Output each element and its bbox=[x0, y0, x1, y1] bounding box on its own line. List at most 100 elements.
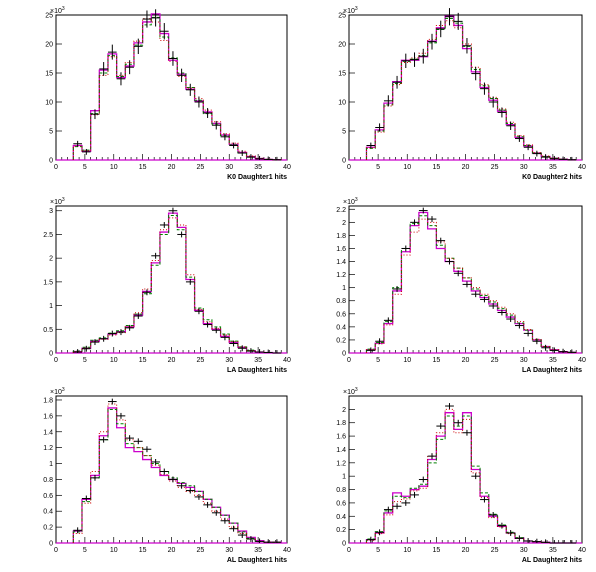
y-exponent-power: 3 bbox=[355, 197, 358, 203]
x-tick-label: 30 bbox=[225, 164, 233, 171]
y-tick-label: 2 bbox=[342, 220, 346, 227]
y-tick-label: 0.4 bbox=[336, 324, 346, 331]
y-tick-label: 10 bbox=[45, 100, 53, 107]
y-tick-label: 0.5 bbox=[43, 327, 53, 334]
histogram-series-line bbox=[72, 13, 282, 161]
y-exponent-label: ×103 bbox=[343, 6, 358, 15]
x-tick-label: 5 bbox=[376, 164, 380, 171]
histogram-panel: 0 5 10 15 20 25 30 35 40 0 0.2 0.4 0.6 0.8 1 1.2 1.4 1.6 1… bbox=[336, 387, 586, 564]
x-axis-label: K0 Daughter2 hits bbox=[522, 174, 582, 181]
y-tick-label: 0.6 bbox=[336, 500, 346, 507]
histogram-panel: 0 5 10 15 20 25 30 35 40 0 0.2 0.4 0.6 0.8 1 1.2 1.4 1.6 1… bbox=[336, 197, 586, 374]
x-tick-label: 5 bbox=[83, 357, 87, 364]
x-tick-label: 20 bbox=[168, 357, 176, 364]
histogram-series-line bbox=[365, 211, 577, 353]
x-tick-label: 30 bbox=[520, 357, 528, 364]
y-exponent-power: 3 bbox=[355, 6, 358, 12]
histogram-series-line bbox=[72, 217, 282, 354]
y-tick-label: 20 bbox=[338, 42, 346, 49]
y-tick-label: 5 bbox=[342, 129, 346, 136]
x-tick-label: 10 bbox=[110, 357, 118, 364]
y-exponent-base: ×10 bbox=[50, 8, 62, 15]
x-tick-label: 35 bbox=[549, 547, 557, 554]
y-tick-label: 10 bbox=[338, 100, 346, 107]
x-tick-label: 30 bbox=[520, 547, 528, 554]
y-tick-label: 1.6 bbox=[43, 413, 53, 420]
x-tick-label: 35 bbox=[254, 164, 262, 171]
y-tick-label: 1.8 bbox=[336, 420, 346, 427]
x-tick-label: 30 bbox=[520, 164, 528, 171]
y-tick-label: 1.2 bbox=[336, 272, 346, 279]
y-tick-label: 15 bbox=[45, 71, 53, 78]
x-tick-label: 0 bbox=[347, 547, 351, 554]
x-tick-label: 5 bbox=[376, 357, 380, 364]
y-tick-label: 0 bbox=[49, 158, 53, 165]
plot-frame bbox=[348, 14, 583, 161]
y-tick-label: 2 bbox=[49, 256, 53, 263]
x-tick-label: 25 bbox=[196, 164, 204, 171]
y-exponent-power: 3 bbox=[355, 387, 358, 393]
y-tick-label: 0.8 bbox=[43, 477, 53, 484]
y-tick-label: 0.4 bbox=[336, 514, 346, 521]
x-tick-label: 35 bbox=[549, 357, 557, 364]
x-tick-label: 35 bbox=[254, 357, 262, 364]
histogram-series-line bbox=[72, 16, 282, 161]
y-tick-label: 25 bbox=[45, 13, 53, 20]
plot-frame bbox=[55, 395, 288, 544]
y-tick-label: 2.2 bbox=[336, 207, 346, 214]
x-tick-label: 30 bbox=[225, 357, 233, 364]
y-tick-label: 0.2 bbox=[43, 525, 53, 532]
x-tick-label: 35 bbox=[549, 164, 557, 171]
x-tick-label: 40 bbox=[283, 164, 291, 171]
y-tick-label: 1 bbox=[342, 285, 346, 292]
x-axis-label: K0 Daughter1 hits bbox=[227, 174, 287, 181]
y-tick-label: 5 bbox=[49, 129, 53, 136]
y-exponent-label: ×103 bbox=[50, 387, 65, 396]
y-tick-label: 2 bbox=[342, 407, 346, 414]
x-tick-label: 0 bbox=[54, 357, 58, 364]
x-tick-label: 15 bbox=[139, 164, 147, 171]
x-tick-label: 25 bbox=[196, 547, 204, 554]
y-tick-label: 0.6 bbox=[43, 493, 53, 500]
y-tick-label: 1.4 bbox=[336, 447, 346, 454]
y-exponent-base: ×10 bbox=[50, 389, 62, 396]
x-axis-label: AL Daughter1 hits bbox=[227, 557, 287, 564]
y-tick-label: 15 bbox=[338, 71, 346, 78]
x-axis-label: LA Daughter2 hits bbox=[522, 367, 582, 374]
x-tick-label: 25 bbox=[491, 164, 499, 171]
y-exponent-base: ×10 bbox=[343, 199, 355, 206]
y-tick-label: 0.4 bbox=[43, 509, 53, 516]
y-tick-label: 1.6 bbox=[336, 246, 346, 253]
x-tick-label: 35 bbox=[254, 547, 262, 554]
x-axis-label: AL Daughter2 hits bbox=[522, 557, 582, 564]
y-exponent-label: ×103 bbox=[343, 197, 358, 206]
histogram-series-line bbox=[72, 214, 282, 354]
y-exponent-label: ×103 bbox=[343, 387, 358, 396]
y-tick-label: 25 bbox=[338, 13, 346, 20]
x-tick-label: 15 bbox=[432, 164, 440, 171]
histogram-series-line bbox=[72, 409, 282, 543]
y-tick-label: 1.2 bbox=[43, 445, 53, 452]
y-tick-label: 0.6 bbox=[336, 311, 346, 318]
histogram-series-line bbox=[365, 17, 577, 161]
y-tick-label: 20 bbox=[45, 42, 53, 49]
y-tick-label: 1.5 bbox=[43, 279, 53, 286]
x-tick-label: 10 bbox=[403, 357, 411, 364]
x-tick-label: 25 bbox=[196, 357, 204, 364]
x-tick-label: 40 bbox=[578, 357, 586, 364]
y-exponent-power: 3 bbox=[62, 197, 65, 203]
y-tick-label: 1 bbox=[49, 461, 53, 468]
y-tick-label: 0.8 bbox=[336, 487, 346, 494]
histogram-series-line bbox=[72, 403, 282, 543]
y-tick-label: 1.4 bbox=[43, 429, 53, 436]
y-tick-label: 1.4 bbox=[336, 259, 346, 266]
x-tick-label: 5 bbox=[83, 164, 87, 171]
y-tick-label: 0.2 bbox=[336, 527, 346, 534]
y-exponent-label: ×103 bbox=[50, 6, 65, 15]
x-tick-label: 15 bbox=[139, 357, 147, 364]
x-tick-label: 25 bbox=[491, 357, 499, 364]
y-tick-label: 1.2 bbox=[336, 460, 346, 467]
